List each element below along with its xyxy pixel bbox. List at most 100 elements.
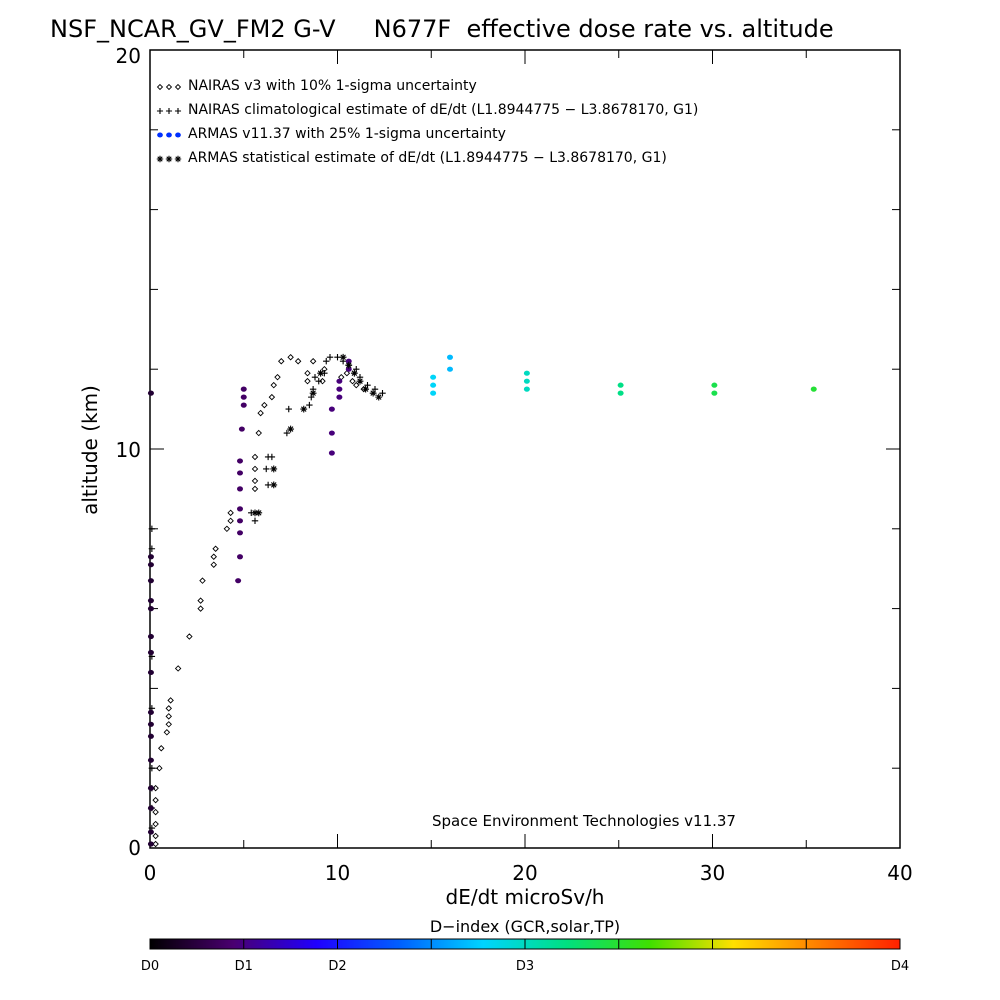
data-point (274, 373, 281, 381)
data-point (350, 369, 358, 377)
data-point (147, 633, 154, 640)
data-point (237, 486, 243, 492)
data-point (147, 578, 154, 584)
data-point (430, 382, 437, 388)
x-axis-label: dE/dt microSv/h (446, 885, 605, 909)
data-point (158, 745, 165, 752)
data-point (255, 509, 263, 517)
legend-symbol (174, 107, 182, 115)
data-point (447, 354, 453, 360)
chart-title: NSF_NCAR_GV_FM2 G-V N677F effective dose… (50, 15, 834, 43)
data-point (148, 525, 156, 532)
data-point (147, 606, 154, 612)
data-point (147, 785, 154, 791)
data-point (147, 649, 154, 656)
colorbar-tick-label: D0 (141, 959, 159, 974)
data-point (319, 377, 326, 385)
data-point (174, 665, 182, 672)
data-point (251, 453, 259, 461)
x-tick-label-0: 0 (144, 861, 157, 885)
data-point (317, 369, 325, 377)
data-point (711, 390, 718, 396)
data-point (617, 390, 624, 396)
data-point (430, 390, 437, 396)
legend-symbol (166, 132, 172, 138)
data-point (167, 697, 174, 704)
data-point (300, 405, 308, 413)
data-point (237, 506, 243, 512)
data-point (186, 633, 193, 640)
credit-text: Space Environment Technologies v11.37 (432, 812, 736, 830)
data-point (328, 430, 335, 436)
data-point (251, 485, 259, 493)
data-point (147, 598, 154, 604)
legend-symbol (174, 155, 182, 163)
data-point (304, 369, 311, 377)
data-point (197, 597, 204, 604)
data-point (240, 386, 247, 392)
data-point (268, 453, 276, 461)
data-point (304, 377, 311, 385)
data-point (334, 354, 341, 361)
data-point (197, 605, 204, 612)
data-point (227, 509, 234, 517)
data-point (270, 465, 278, 473)
data-point (287, 353, 294, 361)
data-point (251, 477, 259, 485)
data-point (285, 405, 292, 413)
data-point (152, 784, 159, 792)
data-point (223, 525, 231, 533)
data-point (147, 805, 154, 811)
data-point (430, 374, 437, 380)
data-point (156, 764, 163, 772)
data-point (306, 401, 313, 409)
y-tick-label-20: 20 (116, 44, 141, 68)
data-point (163, 729, 171, 736)
data-point (283, 429, 291, 437)
data-point (240, 394, 247, 400)
legend-label-nairas-climatological: NAIRAS climatological estimate of dE/dt … (188, 102, 698, 118)
data-point (328, 406, 335, 412)
data-point (148, 765, 156, 772)
data-point (237, 530, 243, 536)
data-point (235, 578, 242, 584)
data-point (210, 561, 217, 568)
legend-symbol (156, 155, 164, 163)
data-point (523, 386, 530, 392)
data-point (240, 402, 247, 408)
data-point (147, 757, 154, 763)
data-point (336, 394, 343, 400)
legend-symbol (165, 107, 173, 115)
series-3-points (251, 353, 383, 517)
x-tick-label-40: 40 (887, 861, 912, 885)
legend-marker-armas-v11 (157, 132, 181, 138)
data-point (264, 481, 272, 489)
data-point (147, 709, 154, 715)
data-point (294, 357, 302, 365)
data-point (311, 373, 319, 381)
data-point (147, 841, 154, 847)
data-point (255, 429, 262, 437)
data-point (251, 465, 259, 473)
x-tick-label-20: 20 (512, 861, 537, 885)
data-point (237, 554, 243, 560)
colorbar-ticks: D0 D1 D2 D3 D4 (141, 939, 909, 974)
data-point (617, 382, 624, 388)
data-point (343, 369, 351, 377)
data-point (349, 377, 356, 385)
data-point (336, 386, 343, 392)
legend-symbol (174, 83, 182, 91)
data-point (261, 401, 268, 409)
data-point (148, 545, 156, 552)
data-point (165, 705, 172, 712)
legend-marker-armas-statistical (156, 155, 182, 163)
data-point (147, 733, 154, 739)
data-point (147, 562, 154, 568)
legend-label-armas-statistical: ARMAS statistical estimate of dE/dt (L1.… (188, 150, 667, 166)
data-point (356, 377, 364, 385)
data-point (147, 669, 154, 676)
legend-symbol (156, 107, 164, 115)
legend-label-armas-v11: ARMAS v11.37 with 25% 1-sigma uncertaint… (188, 126, 506, 142)
data-point (810, 386, 817, 392)
